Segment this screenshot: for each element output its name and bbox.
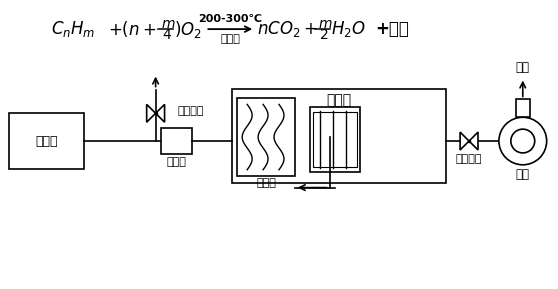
Text: 排空阀门: 排空阀门 [177,106,204,116]
Polygon shape [147,104,156,122]
Bar [161,128,193,154]
Text: 催化室: 催化室 [326,93,352,108]
Text: $\mathit{4}$: $\mathit{4}$ [162,28,172,42]
Bar [9,113,84,169]
Text: $\mathit{)O_2}$: $\mathit{)O_2}$ [174,18,201,40]
Text: $\mathit{m}$: $\mathit{m}$ [161,17,175,31]
Text: $\mathit{nCO_2+}$: $\mathit{nCO_2+}$ [257,19,318,39]
Text: $\mathit{2}$: $\mathit{2}$ [319,28,328,42]
Text: +热量: +热量 [376,20,410,38]
Text: 风机: 风机 [516,168,530,181]
Circle shape [511,129,535,153]
Polygon shape [469,132,478,150]
Bar [232,88,446,183]
Text: $\mathit{m}$: $\mathit{m}$ [318,17,333,31]
Text: 阻火器: 阻火器 [167,157,186,167]
Text: 催化剂: 催化剂 [220,34,240,44]
Text: $\mathit{C_nH_m}$: $\mathit{C_nH_m}$ [51,19,95,39]
Bar [516,99,530,117]
Text: 排空阀门: 排空阀门 [456,154,482,164]
Text: $\mathit{+(n+}$: $\mathit{+(n+}$ [108,19,156,39]
Text: 废气源: 废气源 [35,135,58,147]
Text: 换热器: 换热器 [256,178,276,188]
Bar [310,107,359,172]
Polygon shape [460,132,469,150]
Polygon shape [156,104,165,122]
Text: 排放: 排放 [516,61,530,74]
Bar [313,112,357,167]
Text: $\mathit{H_2O}$: $\mathit{H_2O}$ [331,19,365,39]
Circle shape [499,117,547,165]
Bar [237,99,295,176]
Text: 200-300℃: 200-300℃ [198,14,262,24]
